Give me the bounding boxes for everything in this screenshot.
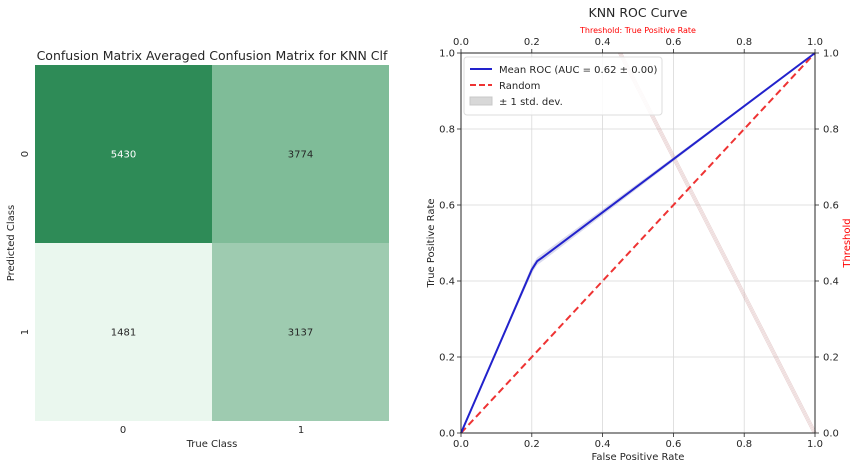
roc-threshold-line-1 (619, 52, 815, 434)
roc-ticks: 0.00.00.20.20.40.40.60.60.80.81.01.00.0 0… (439, 37, 839, 450)
roc-mean-line (460, 52, 816, 434)
roc-y-tick-1: 0.2 (439, 353, 455, 364)
cm-y-tick-0: 0 (20, 151, 31, 157)
cm-y-axis-label: Predicted Class (6, 205, 17, 281)
cm-cell-value-r1-c0: 1481 (111, 328, 136, 339)
roc-x-tick-1: 0.2 (524, 439, 540, 450)
roc-threshold-line-3 (621, 52, 817, 434)
roc-threshold-line-0 (617, 52, 814, 434)
cm-cell-value-r1-c1: 3137 (288, 328, 313, 339)
roc-top-tick-4: 0.8 (736, 37, 752, 48)
roc-x-tick-4: 0.8 (736, 439, 752, 450)
legend-box (463, 56, 663, 116)
roc-right-tick-0: 0.0 (823, 429, 839, 440)
roc-right-tick-1: 0.2 (823, 353, 839, 364)
roc-top-axis-title: Threshold: True Positive Rate (579, 26, 696, 35)
roc-x-tick-5: 1.0 (807, 439, 823, 450)
roc-y-tick-0: 0.0 (439, 429, 455, 440)
cm-cell-value-r0-c1: 3774 (288, 150, 313, 161)
legend-std-swatch (469, 96, 493, 106)
roc-y-tick-5: 1.0 (439, 49, 455, 60)
cm-x-tick-1: 1 (298, 425, 304, 436)
roc-title: KNN ROC Curve (589, 5, 688, 20)
confusion-matrix-panel: Confusion Matrix Averaged Confusion Matr… (6, 48, 389, 450)
roc-random-line (460, 52, 816, 434)
cm-y-tick-1: 1 (20, 329, 31, 335)
roc-top-tick-5: 1.0 (807, 37, 823, 48)
cm-x-axis-label: True Class (186, 439, 238, 450)
cm-cell-r1-c1 (212, 243, 389, 421)
roc-top-tick-3: 0.6 (665, 37, 681, 48)
roc-right-tick-5: 1.0 (823, 49, 839, 60)
roc-y-tick-2: 0.4 (439, 277, 455, 288)
roc-right-tick-2: 0.4 (823, 277, 839, 288)
legend-std-label: ± 1 std. dev. (499, 97, 563, 108)
cm-cell-r0-c1 (212, 65, 389, 243)
roc-panel: KNN ROC Curve Threshold: True Positive R… (426, 5, 853, 463)
roc-top-tick-0: 0.0 (453, 37, 469, 48)
roc-x-tick-3: 0.6 (665, 439, 681, 450)
roc-right-axis-label: Threshold (842, 218, 853, 268)
roc-threshold-line-2 (620, 52, 816, 434)
roc-top-tick-2: 0.4 (595, 37, 611, 48)
roc-plot-frame (460, 52, 816, 434)
roc-legend: Mean ROC (AUC = 0.62 ± 0.00) Random ± 1 … (463, 56, 663, 116)
cm-cell-r0-c0 (35, 65, 212, 243)
legend-mean-roc-label: Mean ROC (AUC = 0.62 ± 0.00) (499, 65, 657, 76)
roc-y-tick-3: 0.6 (439, 201, 455, 212)
cm-cell-value-r0-c0: 5430 (111, 150, 136, 161)
roc-y-axis-label: True Positive Rate (426, 198, 437, 288)
roc-x-axis-label: False Positive Rate (592, 452, 685, 463)
confusion-matrix-title: Confusion Matrix Averaged Confusion Matr… (37, 48, 388, 63)
roc-x-tick-2: 0.4 (595, 439, 611, 450)
roc-right-tick-3: 0.6 (823, 201, 839, 212)
roc-top-tick-1: 0.2 (524, 37, 540, 48)
confusion-matrix-cells: 5430 3774 1481 3137 (35, 65, 389, 421)
roc-x-tick-0: 0.0 (453, 439, 469, 450)
legend-random-label: Random (499, 81, 540, 92)
roc-lines (460, 52, 816, 434)
cm-cell-r1-c0 (35, 243, 212, 421)
roc-y-tick-4: 0.8 (439, 125, 455, 136)
roc-threshold-curve (617, 52, 817, 434)
roc-right-tick-4: 0.8 (823, 125, 839, 136)
cm-x-tick-0: 0 (120, 425, 126, 436)
